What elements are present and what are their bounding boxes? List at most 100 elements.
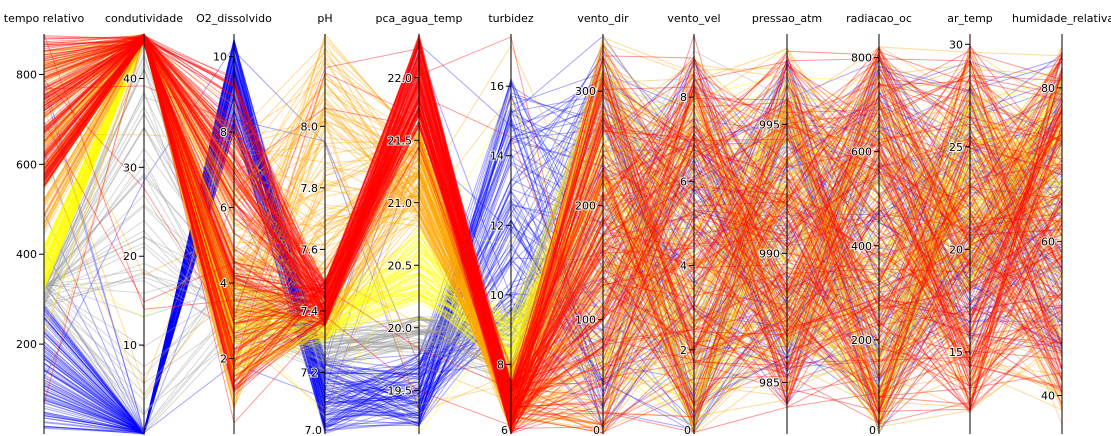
record-line: [43, 40, 1063, 435]
record-line: [43, 115, 1063, 433]
record-line: [43, 36, 1063, 369]
record-line: [43, 33, 1063, 394]
record-line: [43, 86, 1063, 415]
record-line: [43, 67, 1063, 347]
record-line: [43, 40, 1063, 408]
axis-turbidez: turbidez 8 10 12 14 16 6: [488, 12, 534, 436]
record-line: [43, 38, 1063, 391]
record-line: [43, 36, 1063, 411]
record-line: [43, 37, 1063, 398]
record-line: [43, 38, 1063, 433]
record-line: [43, 38, 1063, 384]
record-line: [43, 41, 1063, 418]
record-line: [43, 34, 1063, 386]
record-line: [43, 68, 1063, 435]
record-line: [43, 65, 1063, 435]
record-line: [43, 36, 1063, 401]
record-line: [43, 50, 1063, 360]
record-line: [43, 38, 1063, 411]
record-line: [43, 40, 1063, 395]
record-line: [43, 40, 1063, 425]
record-line: [43, 40, 1063, 361]
record-line: [43, 34, 1063, 397]
record-line: [43, 38, 1063, 404]
record-line: [43, 95, 1063, 434]
record-line: [43, 127, 1063, 432]
record-line: [43, 52, 1063, 426]
record-line: [43, 37, 1063, 415]
record-line: [43, 52, 1063, 435]
record-line: [43, 33, 1063, 422]
record-line: [43, 60, 1063, 434]
record-line: [43, 123, 1063, 357]
record-line: [43, 40, 1063, 425]
record-line: [43, 96, 1063, 434]
record-line: [43, 60, 1063, 434]
record-line: [43, 93, 1063, 435]
record-line: [43, 109, 1063, 435]
record-line: [43, 39, 1063, 433]
record-line: [43, 40, 1063, 345]
tick-label: 7.8: [301, 182, 319, 195]
record-line: [43, 33, 1063, 434]
record-line: [43, 38, 1063, 426]
record-line: [43, 34, 1063, 412]
record-line: [43, 45, 1063, 435]
record-line: [43, 37, 1063, 430]
record-line: [43, 36, 1063, 414]
record-line: [43, 148, 1063, 335]
record-line: [43, 40, 1063, 397]
record-line: [43, 34, 1063, 426]
record-line: [43, 80, 1063, 436]
tick-label: 100: [575, 314, 596, 327]
record-line: [43, 41, 1063, 412]
series-band-4: [43, 32, 1063, 435]
record-line: [43, 40, 1063, 434]
record-line: [43, 35, 1063, 410]
record-line: [43, 40, 1063, 416]
record-line: [43, 34, 1063, 363]
record-line: [43, 122, 1063, 435]
record-line: [43, 38, 1063, 434]
record-line: [43, 58, 1063, 434]
record-line: [43, 38, 1063, 435]
record-line: [43, 39, 1063, 375]
record-line: [43, 37, 1063, 434]
record-line: [43, 35, 1063, 417]
record-line: [43, 38, 1063, 405]
record-line: [43, 77, 1063, 434]
tick-label: 16: [490, 80, 504, 93]
tick-label: 400: [16, 248, 37, 261]
record-line: [43, 38, 1063, 426]
record-line: [43, 36, 1063, 391]
record-line: [43, 66, 1063, 433]
record-line: [43, 41, 1063, 409]
record-line: [43, 61, 1063, 356]
record-line: [43, 38, 1063, 411]
record-line: [43, 40, 1063, 369]
record-line: [43, 39, 1063, 378]
record-line: [43, 40, 1063, 408]
record-line: [43, 36, 1063, 404]
record-line: [43, 37, 1063, 407]
record-line: [43, 41, 1063, 433]
record-line: [43, 95, 1063, 431]
record-line: [43, 40, 1063, 372]
axis-ar-temp: ar_temp 15 20 25 30: [947, 12, 993, 434]
record-line: [43, 65, 1063, 434]
record-line: [43, 34, 1063, 427]
record-line: [43, 34, 1063, 434]
record-line: [43, 147, 1063, 415]
record-line: [43, 35, 1063, 413]
record-line: [43, 42, 1063, 415]
tick-label: 25: [949, 141, 963, 154]
record-line: [43, 35, 1063, 434]
record-line: [43, 33, 1063, 353]
record-line: [43, 137, 1063, 401]
record-line: [43, 36, 1063, 354]
record-line: [43, 77, 1063, 434]
record-line: [43, 127, 1063, 377]
record-line: [43, 35, 1063, 419]
record-line: [43, 33, 1063, 393]
